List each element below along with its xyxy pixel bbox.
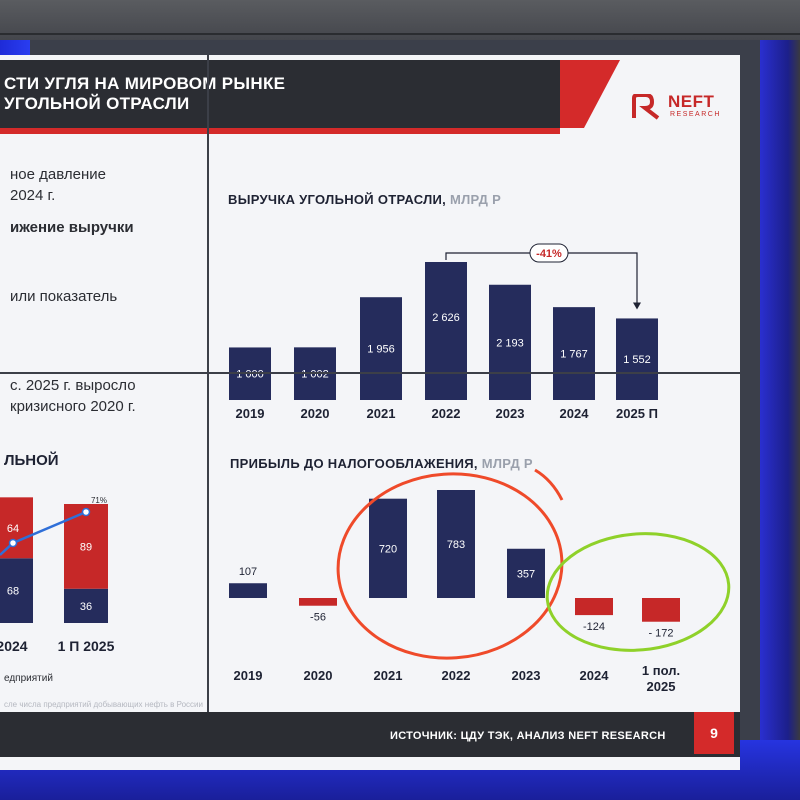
screen-frame-right bbox=[760, 40, 800, 780]
revenue-x-label: 2022 bbox=[432, 406, 461, 421]
left-text-3: ижение выручки bbox=[10, 219, 134, 236]
panel-divider-horizontal bbox=[0, 372, 740, 374]
revenue-x-label: 2024 bbox=[560, 406, 590, 421]
source-note: сле числа предприятий добывающих нефть в… bbox=[4, 700, 203, 709]
left-text-4: или показатель bbox=[10, 288, 118, 305]
profit-bar bbox=[642, 598, 680, 622]
profit-x-label: 2019 bbox=[234, 668, 263, 683]
revenue-bar bbox=[616, 318, 658, 400]
revenue-x-label: 2023 bbox=[496, 406, 525, 421]
revenue-value-label: 1 956 bbox=[367, 344, 395, 356]
profit-bar bbox=[575, 598, 613, 616]
profit-bar bbox=[437, 490, 475, 598]
left-text-1: ное давление bbox=[10, 166, 106, 183]
revenue-unit: МЛРД Р bbox=[449, 192, 502, 207]
revenue-x-label: 2020 bbox=[301, 406, 330, 421]
green-highlight-circle bbox=[545, 532, 731, 652]
profit-value-label: - 172 bbox=[648, 628, 673, 640]
share-point bbox=[81, 507, 91, 517]
stacked-label-bottom: 36 bbox=[80, 601, 92, 613]
stacked-label-bottom: 68 bbox=[7, 586, 19, 598]
profit-value-label: -56 bbox=[310, 612, 326, 624]
left-text-5: с. 2025 г. выросло bbox=[10, 377, 136, 394]
revenue-value-label: 1 000 bbox=[236, 369, 264, 381]
footer-source: ИСТОЧНИК: ЦДУ ТЭК, АНАЛИЗ NEFT RESEARCH bbox=[390, 730, 666, 742]
revenue-x-label: 2025 П bbox=[616, 406, 658, 421]
profit-bar bbox=[299, 598, 337, 606]
ceiling-edge bbox=[0, 33, 800, 35]
change-badge-label: -41% bbox=[536, 248, 562, 260]
logo-subtext: RESEARCH bbox=[670, 111, 721, 118]
left-chart-title: ЛЬНОЙ bbox=[4, 452, 59, 469]
share-line-label: 71% bbox=[91, 496, 107, 505]
stacked-x-label: 2024 bbox=[0, 638, 28, 654]
slide-footer-bar bbox=[0, 712, 740, 757]
profit-unit: МЛРД Р bbox=[481, 456, 533, 471]
profit-value-label: -124 bbox=[583, 621, 605, 633]
stacked-x-label: 1 П 2025 bbox=[58, 638, 115, 654]
left-text-6: кризисного 2020 г. bbox=[10, 398, 136, 415]
stacked-label-top: 89 bbox=[80, 541, 92, 553]
revenue-chart-title: ВЫРУЧКА УГОЛЬНОЙ ОТРАСЛИ, МЛРД Р bbox=[228, 192, 501, 207]
profit-bar bbox=[229, 583, 267, 598]
revenue-bar bbox=[360, 297, 402, 400]
profit-bar bbox=[507, 548, 545, 598]
profit-x-label-line2: 2025 bbox=[647, 679, 676, 694]
profit-x-label: 2024 bbox=[580, 668, 610, 683]
slide-title-line2: УГОЛЬНОЙ ОТРАСЛИ bbox=[4, 94, 190, 113]
change-badge bbox=[529, 243, 569, 263]
profit-chart-title: ПРИБЫЛЬ ДО НАЛОГООБЛАЖЕНИЯ, МЛРД Р bbox=[230, 456, 533, 471]
profit-title-text: ПРИБЫЛЬ ДО НАЛОГООБЛАЖЕНИЯ, bbox=[230, 456, 478, 471]
revenue-bar bbox=[553, 307, 595, 400]
revenue-title-text: ВЫРУЧКА УГОЛЬНОЙ ОТРАСЛИ, bbox=[228, 192, 447, 207]
revenue-bar bbox=[425, 262, 467, 400]
revenue-value-label: 1 002 bbox=[301, 369, 329, 381]
revenue-value-label: 1 552 bbox=[623, 354, 651, 366]
left-legend-note: едприятий bbox=[4, 673, 53, 684]
revenue-value-label: 1 767 bbox=[560, 349, 588, 361]
revenue-x-label: 2021 bbox=[367, 406, 396, 421]
revenue-bar bbox=[489, 284, 531, 400]
left-text-2: 2024 г. bbox=[10, 187, 56, 204]
red-highlight-tail bbox=[534, 468, 564, 501]
stacked-bar-bottom bbox=[64, 588, 108, 623]
profit-bar bbox=[369, 498, 407, 598]
page-number: 9 bbox=[694, 712, 734, 754]
slide-title-line1: СТИ УГЛЯ НА МИРОВОМ РЫНКЕ bbox=[4, 74, 286, 93]
stacked-bar-top bbox=[0, 497, 33, 559]
revenue-value-label: 2 193 bbox=[496, 337, 524, 349]
logo-mark-icon bbox=[632, 94, 660, 120]
share-point bbox=[8, 538, 18, 548]
revenue-value-label: 2 626 bbox=[432, 312, 460, 324]
profit-value-label: 357 bbox=[517, 568, 535, 580]
profit-x-label: 2020 bbox=[304, 668, 333, 683]
stacked-label-top: 64 bbox=[7, 523, 19, 535]
logo-text: NEFT bbox=[668, 92, 715, 111]
change-arrow-icon bbox=[633, 302, 641, 310]
red-highlight-circle bbox=[336, 472, 564, 660]
profit-value-label: 783 bbox=[447, 539, 465, 551]
profit-x-label: 2022 bbox=[442, 668, 471, 683]
profit-x-label: 2021 bbox=[374, 668, 403, 683]
revenue-x-label: 2019 bbox=[236, 406, 265, 421]
panel-divider-vertical bbox=[207, 55, 209, 745]
slide-header-bar bbox=[0, 60, 560, 134]
stacked-bar-bottom bbox=[0, 558, 33, 623]
profit-value-label: 720 bbox=[379, 543, 397, 555]
profit-value-label: 107 bbox=[239, 566, 257, 578]
profit-x-label-line1: 1 пол. bbox=[642, 663, 680, 678]
profit-x-label: 2023 bbox=[512, 668, 541, 683]
